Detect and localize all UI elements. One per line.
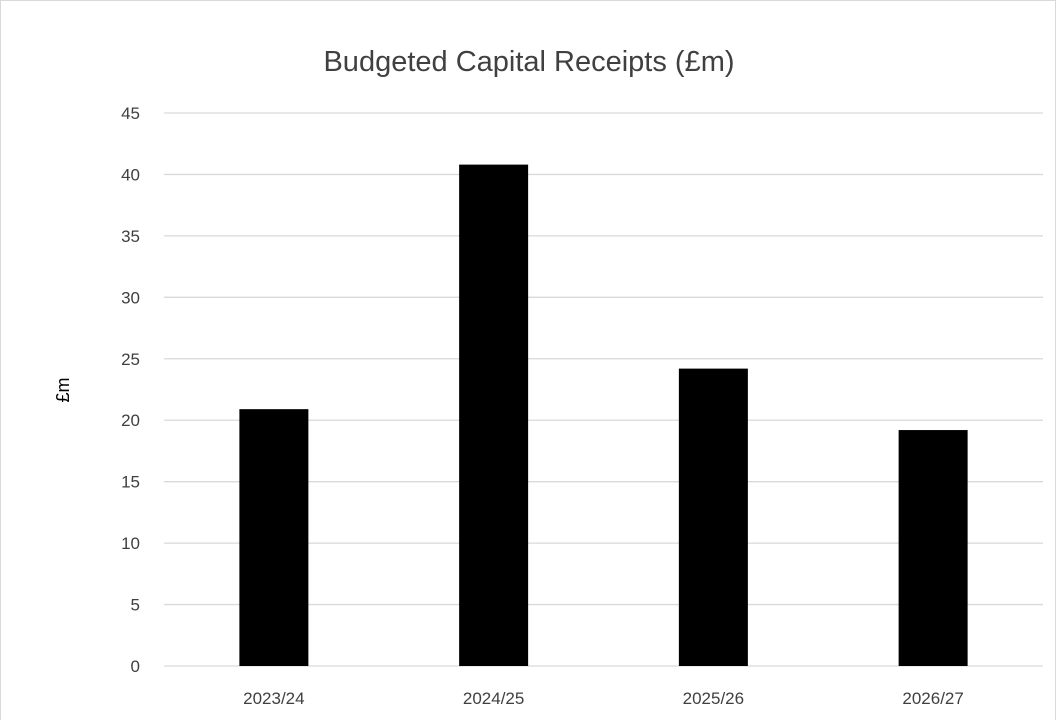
y-tick-label: 30: [121, 288, 140, 307]
x-tick-label: 2023/24: [243, 689, 304, 708]
y-tick-label: 15: [121, 473, 140, 492]
x-tick-label: 2024/25: [463, 689, 524, 708]
bar-2026-27: [898, 430, 968, 666]
bar-2023-24: [239, 409, 309, 666]
y-tick-label: 0: [131, 657, 140, 676]
y-tick-label: 45: [121, 104, 140, 123]
bar-2025-26: [678, 368, 748, 666]
x-tick-label: 2025/26: [683, 689, 744, 708]
chart-title: Budgeted Capital Receipts (£m): [323, 46, 734, 78]
x-axis-ticks: 2023/24 2024/25 2025/26 2026/27: [243, 689, 964, 708]
y-tick-label: 10: [121, 534, 140, 553]
gridlines: [164, 112, 1043, 667]
y-axis-ticks: 0 5 10 15 20 25 30 35 40 45: [121, 104, 140, 676]
y-tick-label: 5: [131, 596, 140, 615]
y-tick-label: 20: [121, 411, 140, 430]
x-tick-label: 2026/27: [902, 689, 963, 708]
y-tick-label: 25: [121, 350, 140, 369]
bar-2024-25: [459, 164, 529, 666]
y-tick-label: 40: [121, 165, 140, 184]
y-axis-label: £m: [53, 377, 73, 402]
bars: [239, 164, 968, 666]
y-tick-label: 35: [121, 227, 140, 246]
